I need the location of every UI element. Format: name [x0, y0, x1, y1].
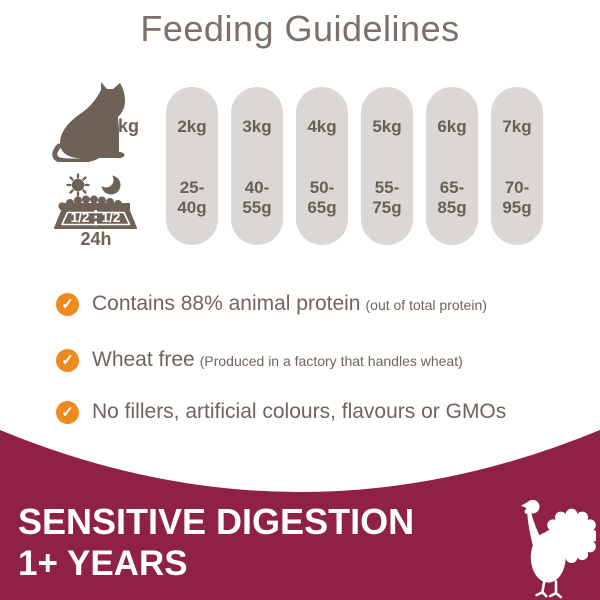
banner-background	[0, 430, 600, 600]
check-icon: ✓	[56, 348, 79, 372]
check-icon: ✓	[56, 292, 79, 316]
sun-icon	[71, 178, 85, 192]
weight-label: 3kg	[242, 117, 272, 136]
benefit-main-text: Contains 88% animal protein	[92, 292, 361, 315]
product-name: SENSITIVE DIGESTION 1+ YEARS	[18, 501, 414, 585]
turkey-icon	[521, 499, 596, 599]
cat-icon	[52, 82, 125, 162]
benefit-note-text: (out of total protein)	[365, 297, 487, 313]
daily-portion-icon	[54, 172, 137, 229]
weight-label: 6kg	[437, 117, 467, 136]
feeding-column-7kg: 7kg 70- 95g	[491, 87, 543, 245]
amount-label: 65- 85g	[437, 178, 467, 217]
weight-label: 4kg	[307, 117, 337, 136]
portion-half-right-label: 1/2	[101, 210, 121, 225]
amount-label: 40- 55g	[242, 178, 272, 217]
feeding-column-4kg: 4kg 50- 65g	[296, 87, 348, 245]
product-age-line: 1+ YEARS	[18, 544, 188, 583]
feeding-column-2kg: 2kg 25- 40g	[166, 87, 218, 245]
benefit-item-protein: ✓ Contains 88% animal protein (out of tot…	[56, 292, 576, 316]
portion-half-left-label: 1/2	[70, 210, 90, 225]
weight-label: 7kg	[502, 117, 532, 136]
benefit-main-text: Wheat free	[92, 348, 195, 371]
amount-label: 55- 75g	[372, 178, 402, 217]
weight-label: 5kg	[372, 117, 402, 136]
daily-period-label: 24h	[80, 229, 112, 249]
benefit-main-text: No fillers, artificial colours, flavours…	[92, 400, 507, 423]
feeding-column-3kg: 3kg 40- 55g	[231, 87, 283, 245]
amount-label: 25- 40g	[177, 178, 207, 217]
feeding-column-5kg: 5kg 55- 75g	[361, 87, 413, 245]
weight-label: 2kg	[177, 117, 207, 136]
check-icon: ✓	[56, 400, 79, 424]
benefit-note-text: (Produced in a factory that handles whea…	[199, 353, 463, 369]
amount-label: 50- 65g	[307, 178, 337, 217]
weight-unit-label: kg	[118, 116, 140, 136]
amount-label: 70- 95g	[502, 178, 532, 217]
benefit-item-wheat-free: ✓ Wheat free (Produced in a factory that …	[56, 348, 576, 372]
feeding-column-6kg: 6kg 65- 85g	[426, 87, 478, 245]
product-name-line1: SENSITIVE DIGESTION	[18, 501, 415, 542]
page-title: Feeding Guidelines	[140, 8, 460, 49]
feeding-table: 2kg 25- 40g 3kg 40- 55g 4kg 50- 65g 5kg …	[166, 87, 543, 245]
benefit-item-no-fillers: ✓ No fillers, artificial colours, flavou…	[56, 400, 576, 424]
